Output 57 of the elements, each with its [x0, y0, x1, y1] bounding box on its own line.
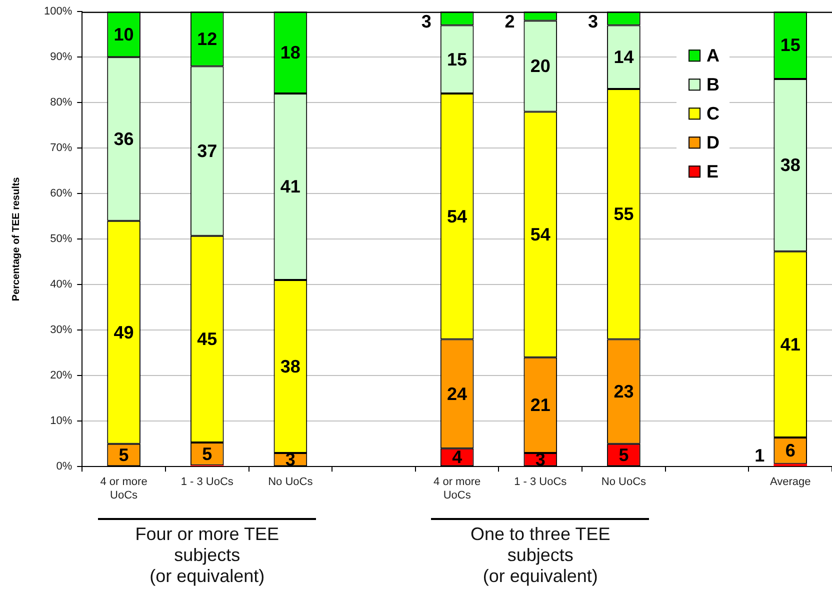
data-label: 41 — [780, 334, 800, 354]
y-tick-label: 90% — [50, 51, 72, 64]
text: Four or more TEE subjects (or equivalent) — [134, 524, 280, 587]
data-label: 2 — [504, 12, 515, 32]
y-axis-title: Percentage of TEE results — [10, 176, 22, 302]
data-label: 54 — [447, 206, 468, 226]
data-label: 55 — [614, 204, 634, 224]
data-label: 6 — [785, 440, 796, 461]
y-tick-label: 20% — [50, 370, 72, 382]
data-label: 54 — [530, 224, 550, 245]
x-tick-label: 1 - 3 UoCs — [514, 476, 568, 488]
x-tick-label: 1 - 3 UoCs — [180, 476, 234, 488]
data-label: 24 — [447, 384, 468, 404]
data-label: 20 — [530, 56, 550, 76]
legend-label: D — [706, 132, 720, 153]
data-label: 15 — [447, 49, 468, 70]
y-tick-label: 80% — [50, 96, 72, 109]
data-label: 23 — [614, 381, 634, 402]
data-label: 41 — [280, 176, 300, 197]
data-label: 36 — [114, 128, 134, 149]
data-label: 12 — [197, 28, 218, 49]
data-label: 10 — [114, 24, 134, 44]
data-label: 49 — [114, 322, 134, 342]
bar — [774, 464, 808, 466]
x-tick-label: No UoCs — [601, 476, 647, 488]
y-tick-label: 70% — [50, 142, 72, 154]
data-label: 4 — [452, 447, 462, 468]
text: One to three TEE subjects (or equivalent) — [470, 524, 612, 587]
y-tick-label: 30% — [50, 324, 72, 336]
y-tick-label: 50% — [50, 233, 72, 246]
y-tick-label: 40% — [50, 278, 72, 291]
data-label: 5 — [202, 444, 212, 464]
legend-label: B — [706, 74, 720, 95]
legend-label: C — [706, 104, 720, 124]
y-tick-label: 60% — [50, 188, 72, 200]
data-label: 38 — [280, 356, 300, 376]
data-label: 1 — [754, 446, 765, 466]
data-label: 21 — [530, 395, 550, 416]
data-label: 38 — [780, 155, 800, 176]
x-tick-label: Average — [770, 476, 811, 488]
x-tick-label: No UoCs — [268, 476, 314, 488]
y-tick-label: 10% — [50, 415, 72, 428]
data-label: 3 — [588, 12, 598, 32]
x-tick-label: 4 or more UoCs — [100, 476, 148, 502]
x-tick-label: 4 or more UoCs — [434, 476, 481, 502]
legend-label: A — [706, 46, 720, 66]
y-tick-label: 0% — [56, 460, 72, 473]
data-label: 3 — [421, 12, 432, 32]
data-label: 14 — [614, 47, 634, 68]
data-label: 37 — [197, 141, 218, 162]
data-label: 5 — [118, 444, 129, 465]
y-tick-label: 100% — [44, 6, 72, 18]
data-label: 5 — [618, 444, 629, 465]
data-label: 15 — [780, 35, 800, 56]
data-label: 18 — [280, 42, 300, 63]
legend-label: E — [706, 162, 719, 182]
data-label: 45 — [197, 329, 218, 350]
